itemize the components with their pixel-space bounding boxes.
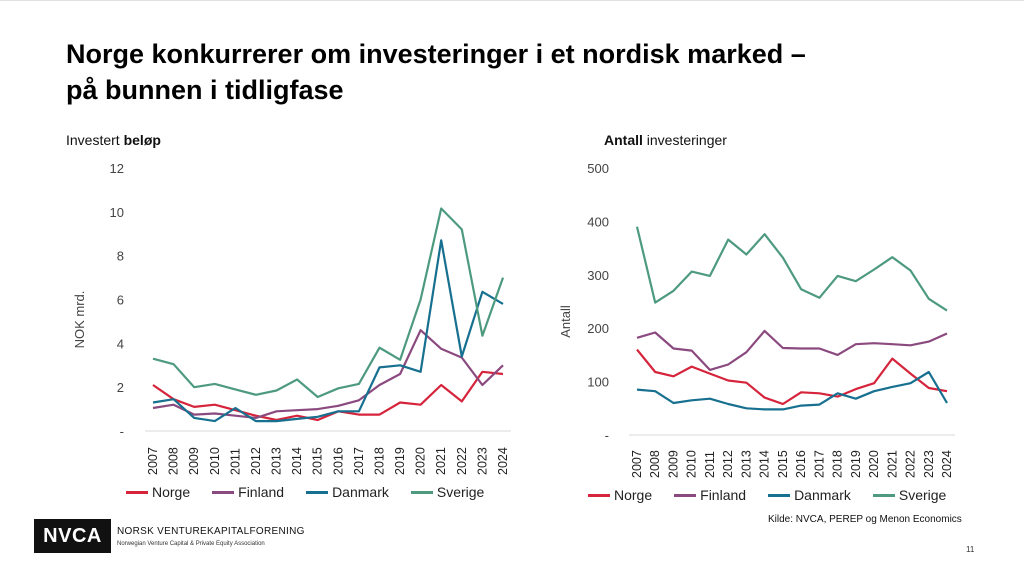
x-tick-label: 2019 xyxy=(393,447,407,475)
x-tick-label: 2012 xyxy=(721,450,735,478)
x-tick-label: 2022 xyxy=(904,450,918,478)
x-tick-label: 2015 xyxy=(776,450,790,478)
legend-label: Finland xyxy=(700,487,747,503)
x-tick-label: 2018 xyxy=(831,450,845,478)
legend-label: Danmark xyxy=(794,487,851,503)
x-tick-label: 2012 xyxy=(249,447,263,475)
legend-swatch xyxy=(212,490,235,494)
series-line-sverige xyxy=(635,226,948,312)
legend-label: Sverige xyxy=(898,487,947,503)
y-tick-label: 200 xyxy=(587,321,609,336)
x-tick-label: 2022 xyxy=(455,447,469,475)
legend-item-norge: Norge xyxy=(588,487,652,503)
slide-title-line2: på bunnen i tidligfase xyxy=(66,75,344,105)
legend-swatch xyxy=(126,490,148,494)
x-tick-label: 2019 xyxy=(849,450,863,478)
x-tick-label: 2007 xyxy=(630,450,644,478)
y-tick-label: 500 xyxy=(587,161,609,176)
left-chart-legend: Norge Finland Danmark Sverige xyxy=(126,484,506,500)
x-tick-label: 2014 xyxy=(758,450,772,478)
x-tick-label: 2021 xyxy=(885,450,899,478)
y-tick-label: 12 xyxy=(110,161,124,176)
legend-label: Finland xyxy=(238,484,285,500)
source-note: Kilde: NVCA, PEREP og Menon Economics xyxy=(768,514,962,525)
legend-swatch xyxy=(872,493,895,497)
legend-item-finland: Finland xyxy=(212,484,284,500)
y-axis-label: NOK mrd. xyxy=(72,291,87,349)
y-tick-label: - xyxy=(120,424,124,439)
x-tick-label: 2011 xyxy=(703,451,717,478)
legend-swatch xyxy=(306,490,329,494)
x-tick-label: 2009 xyxy=(187,447,201,475)
page-number: 11 xyxy=(966,545,975,554)
x-tick-label: 2009 xyxy=(666,450,680,478)
series-line-danmark xyxy=(152,239,504,423)
series-line-finland xyxy=(152,329,504,419)
y-tick-label: 300 xyxy=(587,268,609,283)
legend-label: Norge xyxy=(614,487,653,503)
legend-label: Sverige xyxy=(436,484,485,500)
x-tick-label: 2010 xyxy=(208,447,222,475)
x-tick-label: 2013 xyxy=(739,450,753,478)
y-tick-label: 400 xyxy=(587,214,609,229)
y-axis-label: Antall xyxy=(558,305,573,338)
x-tick-label: 2020 xyxy=(414,447,428,475)
x-tick-label: 2014 xyxy=(290,447,304,475)
y-tick-label: 2 xyxy=(117,380,124,395)
legend-label: Danmark xyxy=(332,484,389,500)
nvca-logo: NVCA xyxy=(34,519,111,553)
org-subtitle: Norwegian Venture Capital & Private Equi… xyxy=(117,541,265,547)
legend-swatch xyxy=(674,493,697,497)
x-tick-label: 2021 xyxy=(434,447,448,475)
y-tick-label: - xyxy=(605,428,609,443)
right-chart-title: Antall investeringer xyxy=(604,132,727,148)
legend-swatch xyxy=(768,493,791,497)
x-tick-label: 2010 xyxy=(685,450,699,478)
x-tick-label: 2018 xyxy=(372,447,386,475)
y-tick-label: 8 xyxy=(117,249,124,264)
x-tick-label: 2011 xyxy=(228,448,242,475)
x-tick-label: 2008 xyxy=(648,450,662,478)
y-tick-label: 6 xyxy=(117,293,124,308)
legend-item-sverige: Sverige xyxy=(410,484,485,500)
series-line-norge xyxy=(636,348,948,406)
x-tick-label: 2016 xyxy=(331,447,345,475)
x-tick-label: 2017 xyxy=(352,447,366,475)
x-tick-label: 2020 xyxy=(867,450,881,478)
y-tick-label: 4 xyxy=(117,336,124,351)
x-tick-label: 2024 xyxy=(496,447,510,475)
x-tick-label: 2016 xyxy=(794,450,808,478)
x-tick-label: 2008 xyxy=(167,447,181,475)
slide-title: Norge konkurrerer om investeringer i et … xyxy=(66,36,966,108)
y-tick-label: 100 xyxy=(587,375,609,390)
x-tick-label: 2007 xyxy=(146,447,160,475)
series-line-finland xyxy=(636,329,948,371)
series-line-norge xyxy=(152,370,504,422)
top-divider xyxy=(0,0,1024,1)
org-name: NORSK VENTUREKAPITALFORENING xyxy=(117,526,305,537)
slide-title-line1: Norge konkurrerer om investeringer i et … xyxy=(66,39,806,69)
legend-swatch xyxy=(588,493,610,497)
series-line-sverige xyxy=(152,207,505,399)
left-chart-title: Investert beløp xyxy=(66,132,161,148)
x-tick-label: 2013 xyxy=(270,447,284,475)
right-chart-legend: Norge Finland Danmark Sverige xyxy=(588,487,968,503)
x-tick-label: 2023 xyxy=(922,450,936,478)
x-tick-label: 2015 xyxy=(311,447,325,475)
x-tick-label: 2024 xyxy=(940,450,954,478)
legend-item-norge: Norge xyxy=(126,484,190,500)
x-tick-label: 2023 xyxy=(475,447,489,475)
legend-swatch xyxy=(410,490,433,494)
y-tick-label: 10 xyxy=(110,205,124,220)
legend-item-danmark: Danmark xyxy=(768,487,851,503)
series-line-danmark xyxy=(636,370,948,411)
legend-item-sverige: Sverige xyxy=(872,487,947,503)
legend-item-danmark: Danmark xyxy=(306,484,389,500)
legend-item-finland: Finland xyxy=(674,487,746,503)
legend-label: Norge xyxy=(152,484,191,500)
x-tick-label: 2017 xyxy=(812,450,826,478)
